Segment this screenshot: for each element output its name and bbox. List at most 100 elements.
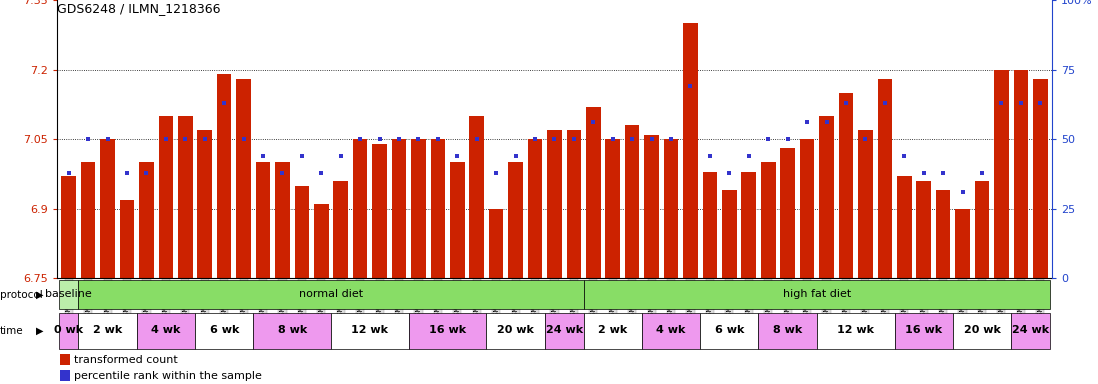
Bar	[392, 139, 406, 278]
Bar	[528, 139, 542, 278]
Text: 0 wk: 0 wk	[54, 325, 83, 335]
Bar	[334, 181, 348, 278]
Bar	[1011, 313, 1050, 349]
Bar	[741, 172, 757, 278]
Bar	[294, 185, 310, 278]
Bar	[486, 313, 545, 349]
Text: percentile rank within the sample: percentile rank within the sample	[74, 371, 261, 381]
Bar	[81, 162, 96, 278]
Bar	[1033, 79, 1047, 278]
Bar	[953, 313, 1011, 349]
Text: normal diet: normal diet	[299, 289, 363, 299]
Text: time: time	[0, 326, 24, 336]
Bar	[567, 130, 581, 278]
Bar	[470, 116, 484, 278]
Bar	[314, 204, 328, 278]
Text: 20 wk: 20 wk	[497, 325, 534, 335]
Bar	[256, 162, 270, 278]
Text: ▶: ▶	[36, 290, 44, 300]
Bar	[586, 107, 601, 278]
Bar	[817, 313, 895, 349]
Bar	[59, 313, 78, 349]
Bar	[408, 313, 486, 349]
Text: 16 wk: 16 wk	[429, 325, 467, 335]
Text: 2 wk: 2 wk	[93, 325, 122, 335]
Bar	[198, 130, 212, 278]
Bar	[276, 162, 290, 278]
Text: 2 wk: 2 wk	[598, 325, 627, 335]
Bar	[59, 280, 78, 310]
Bar	[1013, 70, 1028, 278]
Text: 4 wk: 4 wk	[657, 325, 686, 335]
Bar	[664, 139, 679, 278]
Text: protocol: protocol	[0, 290, 43, 300]
Bar	[761, 162, 775, 278]
Bar	[352, 139, 368, 278]
Bar	[781, 149, 795, 278]
Bar	[139, 162, 154, 278]
Bar	[645, 134, 659, 278]
Bar	[605, 139, 620, 278]
Bar	[61, 176, 76, 278]
Text: transformed count: transformed count	[74, 354, 177, 364]
Text: 16 wk: 16 wk	[905, 325, 942, 335]
Text: 6 wk: 6 wk	[210, 325, 239, 335]
Bar	[411, 139, 426, 278]
Bar	[545, 313, 584, 349]
Text: 24 wk: 24 wk	[546, 325, 583, 335]
Bar	[547, 130, 562, 278]
Text: 12 wk: 12 wk	[351, 325, 389, 335]
Bar	[254, 313, 332, 349]
Bar	[895, 313, 953, 349]
Bar	[683, 23, 698, 278]
Bar	[78, 313, 137, 349]
Text: 20 wk: 20 wk	[964, 325, 1000, 335]
Bar	[839, 93, 853, 278]
Text: 8 wk: 8 wk	[278, 325, 306, 335]
Bar	[955, 209, 970, 278]
Bar	[642, 313, 701, 349]
Bar	[877, 79, 892, 278]
Bar	[897, 176, 911, 278]
Text: ▶: ▶	[36, 326, 44, 336]
Bar	[489, 209, 504, 278]
Bar	[819, 116, 833, 278]
Bar	[100, 139, 115, 278]
Bar	[430, 139, 445, 278]
Text: 4 wk: 4 wk	[152, 325, 180, 335]
Text: 24 wk: 24 wk	[1012, 325, 1049, 335]
Bar	[625, 125, 639, 278]
Bar	[137, 313, 195, 349]
Bar	[584, 280, 1050, 310]
Bar	[217, 74, 232, 278]
Bar	[703, 172, 717, 278]
Bar	[508, 162, 523, 278]
Bar	[935, 190, 951, 278]
Bar	[975, 181, 989, 278]
Text: baseline: baseline	[45, 289, 92, 299]
Bar	[450, 162, 464, 278]
Bar	[332, 313, 408, 349]
Text: high fat diet: high fat diet	[783, 289, 851, 299]
Bar	[178, 116, 192, 278]
Text: 6 wk: 6 wk	[715, 325, 744, 335]
Bar	[158, 116, 173, 278]
Text: 12 wk: 12 wk	[837, 325, 874, 335]
Text: GDS6248 / ILMN_1218366: GDS6248 / ILMN_1218366	[57, 2, 221, 15]
Bar	[195, 313, 254, 349]
Bar	[584, 313, 642, 349]
Bar	[59, 370, 70, 381]
Bar	[994, 70, 1009, 278]
Bar	[701, 313, 759, 349]
Bar	[120, 200, 134, 278]
Bar	[858, 130, 873, 278]
Bar	[59, 354, 70, 365]
Text: 8 wk: 8 wk	[773, 325, 803, 335]
Bar	[372, 144, 386, 278]
Bar	[236, 79, 251, 278]
Bar	[799, 139, 815, 278]
Bar	[722, 190, 737, 278]
Bar	[78, 280, 584, 310]
Bar	[759, 313, 817, 349]
Bar	[917, 181, 931, 278]
